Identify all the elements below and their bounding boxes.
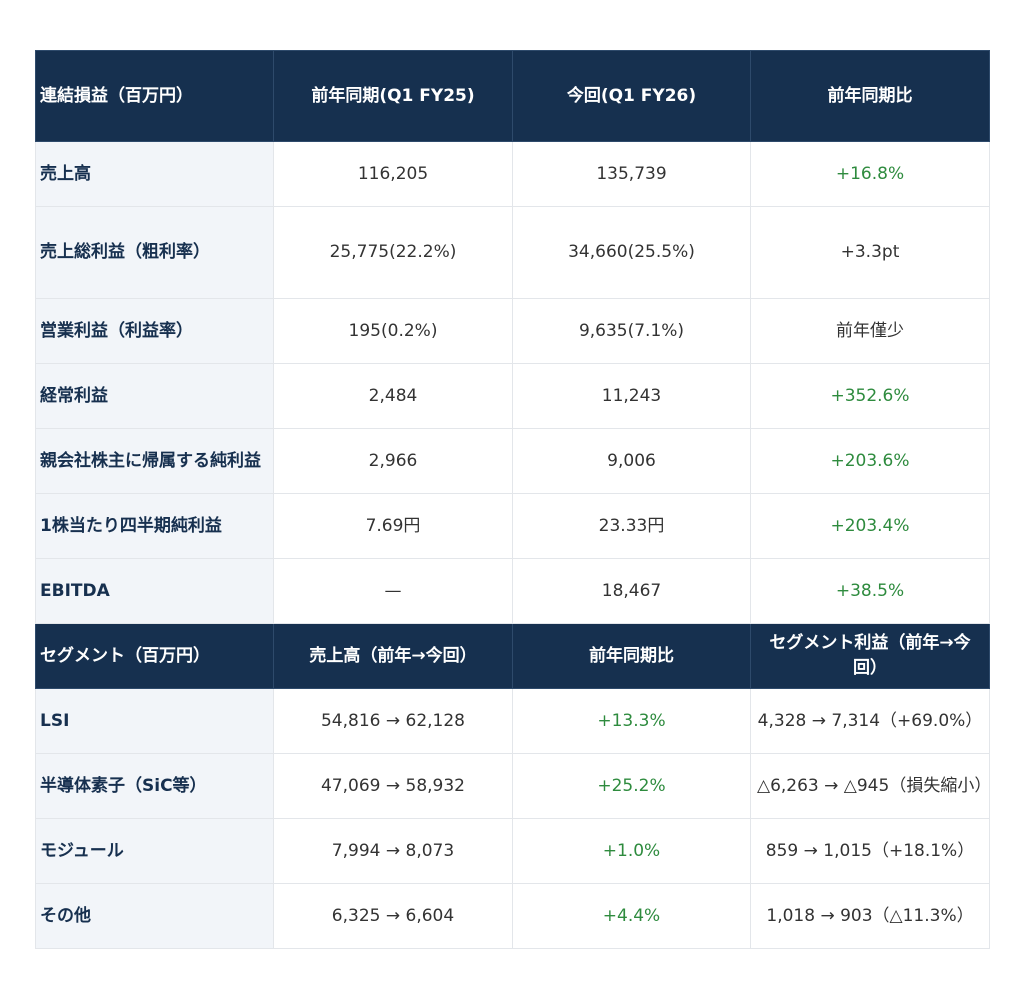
table-row: LSI 54,816 → 62,128 +13.3% 4,328 → 7,314…: [35, 688, 990, 754]
prev-value: 25,775(22.2%): [273, 206, 513, 299]
curr-value: 11,243: [512, 363, 751, 429]
yoy-value: 前年僅少: [750, 298, 990, 364]
pl-header-yoy: 前年同期比: [750, 50, 990, 142]
results-table-container: 連結損益（百万円） 前年同期(Q1 FY25) 今回(Q1 FY26) 前年同期…: [35, 50, 991, 949]
segment-header-profit: セグメント利益（前年→今回）: [750, 623, 990, 689]
table-row: 売上総利益（粗利率） 25,775(22.2%) 34,660(25.5%) +…: [35, 206, 990, 299]
yoy-value: +352.6%: [750, 363, 990, 429]
segment-label: LSI: [35, 688, 274, 754]
segment-sales: 47,069 → 58,932: [273, 753, 513, 819]
segment-profit: 1,018 → 903（△11.3%）: [750, 883, 990, 949]
segment-profit: △6,263 → △945（損失縮小）: [750, 753, 991, 819]
segment-label: モジュール: [35, 818, 274, 884]
segment-profit: 4,328 → 7,314（+69.0%）: [750, 688, 990, 754]
yoy-value: +38.5%: [750, 558, 990, 624]
yoy-value: +203.6%: [750, 428, 990, 494]
prev-value: 2,966: [273, 428, 513, 494]
segment-header-label: セグメント（百万円）: [35, 623, 274, 689]
curr-value: 9,006: [512, 428, 751, 494]
segment-label: 半導体素子（SiC等）: [35, 753, 274, 819]
curr-value: 23.33円: [512, 493, 751, 559]
curr-value: 34,660(25.5%): [512, 206, 751, 299]
table-row: 売上高 116,205 135,739 +16.8%: [35, 141, 990, 207]
pl-header-row: 連結損益（百万円） 前年同期(Q1 FY25) 今回(Q1 FY26) 前年同期…: [35, 50, 990, 142]
segment-yoy: +1.0%: [512, 818, 751, 884]
yoy-value: +3.3pt: [750, 206, 990, 299]
table-row: 半導体素子（SiC等） 47,069 → 58,932 +25.2% △6,26…: [35, 753, 991, 819]
segment-yoy: +13.3%: [512, 688, 751, 754]
segment-sales: 7,994 → 8,073: [273, 818, 513, 884]
row-label: 売上高: [35, 141, 274, 207]
prev-value: —: [273, 558, 513, 624]
segment-sales: 54,816 → 62,128: [273, 688, 513, 754]
table-row: 営業利益（利益率） 195(0.2%) 9,635(7.1%) 前年僅少: [35, 298, 990, 364]
curr-value: 135,739: [512, 141, 751, 207]
yoy-value: +203.4%: [750, 493, 990, 559]
row-label: 営業利益（利益率）: [35, 298, 274, 364]
table-row: 親会社株主に帰属する純利益 2,966 9,006 +203.6%: [35, 428, 990, 494]
prev-value: 7.69円: [273, 493, 513, 559]
segment-label: その他: [35, 883, 274, 949]
prev-value: 2,484: [273, 363, 513, 429]
table-row: EBITDA — 18,467 +38.5%: [35, 558, 990, 624]
prev-value: 116,205: [273, 141, 513, 207]
segment-header-yoy: 前年同期比: [512, 623, 751, 689]
pl-header-label: 連結損益（百万円）: [35, 50, 274, 142]
row-label: 売上総利益（粗利率）: [35, 206, 274, 299]
row-label: 1株当たり四半期純利益: [35, 493, 274, 559]
row-label: EBITDA: [35, 558, 274, 624]
segment-header-sales: 売上高（前年→今回）: [273, 623, 513, 689]
segment-yoy: +25.2%: [512, 753, 751, 819]
table-row: 1株当たり四半期純利益 7.69円 23.33円 +203.4%: [35, 493, 990, 559]
segment-profit: 859 → 1,015（+18.1%）: [750, 818, 990, 884]
curr-value: 9,635(7.1%): [512, 298, 751, 364]
table-row: 経常利益 2,484 11,243 +352.6%: [35, 363, 990, 429]
table-row: モジュール 7,994 → 8,073 +1.0% 859 → 1,015（+1…: [35, 818, 990, 884]
results-table: 連結損益（百万円） 前年同期(Q1 FY25) 今回(Q1 FY26) 前年同期…: [35, 50, 991, 949]
segment-sales: 6,325 → 6,604: [273, 883, 513, 949]
pl-header-prev: 前年同期(Q1 FY25): [273, 50, 513, 142]
curr-value: 18,467: [512, 558, 751, 624]
row-label: 親会社株主に帰属する純利益: [35, 428, 274, 494]
prev-value: 195(0.2%): [273, 298, 513, 364]
segment-header-row: セグメント（百万円） 売上高（前年→今回） 前年同期比 セグメント利益（前年→今…: [35, 623, 990, 689]
row-label: 経常利益: [35, 363, 274, 429]
yoy-value: +16.8%: [750, 141, 990, 207]
pl-header-curr: 今回(Q1 FY26): [512, 50, 751, 142]
table-row: その他 6,325 → 6,604 +4.4% 1,018 → 903（△11.…: [35, 883, 990, 949]
segment-yoy: +4.4%: [512, 883, 751, 949]
